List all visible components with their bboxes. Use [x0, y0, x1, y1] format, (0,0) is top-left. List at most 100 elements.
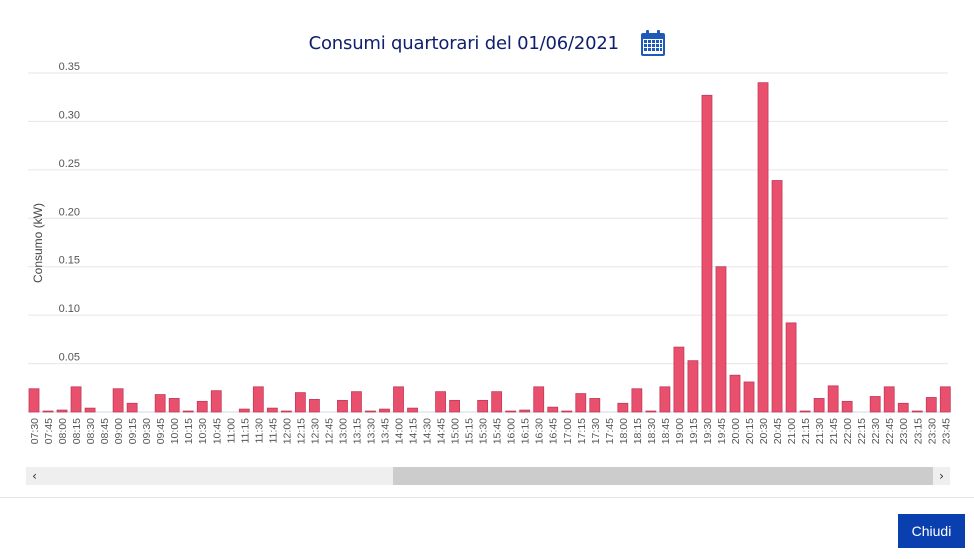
bar[interactable] [435, 391, 446, 413]
x-tick-label: 16:30 [534, 418, 546, 444]
bar[interactable] [56, 409, 68, 413]
x-tick-label: 09:30 [141, 418, 153, 444]
bar[interactable] [70, 386, 82, 413]
bar[interactable] [505, 410, 517, 413]
x-tick-label: 17:00 [562, 418, 574, 444]
x-tick-label: 22:30 [870, 418, 882, 444]
x-tick-label: 22:15 [856, 418, 868, 444]
calendar-icon[interactable] [641, 30, 666, 56]
bar[interactable] [477, 399, 489, 413]
bar[interactable] [252, 386, 264, 413]
bar[interactable] [771, 180, 783, 413]
x-tick-label: 09:00 [113, 418, 125, 444]
bar[interactable] [393, 386, 404, 413]
bar[interactable] [743, 381, 755, 413]
close-button[interactable]: Chiudi [898, 514, 965, 548]
bar[interactable] [294, 392, 306, 413]
bar[interactable] [547, 406, 559, 413]
y-tick-label: 0.05 [59, 352, 80, 364]
bar[interactable] [168, 398, 180, 413]
x-tick-label: 17:30 [590, 418, 602, 444]
x-tick-label: 12:00 [281, 418, 293, 444]
bar[interactable] [365, 410, 376, 413]
bar[interactable] [126, 402, 138, 413]
bar[interactable] [84, 407, 96, 413]
scroll-thumb[interactable] [393, 467, 933, 485]
bar[interactable] [659, 386, 671, 413]
bar[interactable] [673, 346, 685, 413]
bar[interactable] [379, 408, 390, 413]
x-tick-label: 12:30 [309, 418, 321, 444]
bar[interactable] [841, 400, 853, 413]
x-tick-label: 16:00 [506, 418, 518, 444]
bar[interactable] [827, 385, 839, 413]
bar[interactable] [645, 410, 657, 413]
bar[interactable] [182, 410, 194, 413]
x-tick-label: 08:30 [85, 418, 97, 444]
bar[interactable] [351, 391, 362, 413]
x-tick-label: 10:00 [169, 418, 181, 444]
x-tick-label: 20:00 [730, 418, 742, 444]
bar[interactable] [911, 410, 923, 413]
y-tick-label: 0.15 [59, 255, 80, 267]
x-tick-label: 16:15 [520, 418, 532, 444]
x-tick-label: 11:45 [267, 418, 279, 444]
bar[interactable] [687, 360, 699, 413]
bar[interactable] [519, 409, 531, 413]
y-tick-label: 0.30 [59, 109, 80, 121]
y-axis-ticks: 00.050.100.150.200.250.300.35 [59, 61, 80, 412]
bar[interactable] [154, 394, 166, 413]
x-tick-label: 21:30 [814, 418, 826, 444]
bar[interactable] [883, 386, 895, 413]
bar[interactable] [631, 388, 643, 413]
bar[interactable] [449, 399, 461, 413]
bar[interactable] [196, 400, 208, 413]
chart-title: Consumi quartorari del 01/06/2021 [308, 32, 619, 54]
x-tick-label: 13:45 [380, 418, 392, 444]
bar[interactable] [715, 266, 727, 413]
scroll-right-button[interactable]: › [933, 467, 950, 485]
bar[interactable] [266, 407, 278, 413]
bar[interactable] [575, 393, 587, 413]
x-tick-label: 10:15 [183, 418, 195, 444]
scroll-left-button[interactable]: ‹ [26, 467, 43, 485]
bar[interactable] [210, 390, 222, 413]
bar[interactable] [28, 388, 40, 413]
bar[interactable] [939, 386, 951, 413]
bar[interactable] [533, 386, 545, 413]
bar[interactable] [813, 398, 825, 413]
bar[interactable] [785, 322, 797, 413]
bar[interactable] [799, 410, 811, 413]
bar[interactable] [925, 397, 937, 413]
x-tick-label: 21:45 [828, 418, 840, 444]
bar[interactable] [112, 388, 124, 413]
x-tick-label: 08:00 [57, 418, 69, 444]
bar[interactable] [280, 410, 292, 413]
bar[interactable] [491, 391, 503, 413]
bar[interactable] [757, 82, 769, 413]
footer-divider [0, 497, 974, 498]
bar[interactable] [561, 410, 573, 413]
bar[interactable] [589, 398, 601, 413]
bar[interactable] [869, 396, 881, 413]
x-tick-label: 18:30 [646, 418, 658, 444]
bar[interactable] [617, 402, 629, 413]
bar[interactable] [238, 408, 250, 413]
x-tick-label: 11:15 [239, 418, 251, 444]
x-axis-ticks: 07:30 07:45 08:00 08:15 08:30 08:45 09:00 09:15… [29, 418, 952, 444]
chart-header: Consumi quartorari del 01/06/2021 [0, 30, 974, 64]
bar[interactable] [407, 407, 418, 413]
bar[interactable] [42, 410, 54, 413]
x-tick-label: 14:15 [408, 418, 420, 444]
x-tick-label: 13:00 [337, 418, 349, 444]
bar[interactable] [308, 399, 320, 413]
y-tick-label: 0.10 [59, 303, 80, 315]
bar[interactable] [701, 94, 713, 413]
bar[interactable] [897, 402, 909, 413]
x-tick-label: 10:30 [197, 418, 209, 444]
bar[interactable] [337, 399, 348, 413]
x-tick-label: 21:00 [786, 418, 798, 444]
x-tick-label: 22:00 [842, 418, 854, 444]
bar[interactable] [729, 374, 741, 413]
chart-scrollbar[interactable]: ‹ › [26, 467, 950, 485]
